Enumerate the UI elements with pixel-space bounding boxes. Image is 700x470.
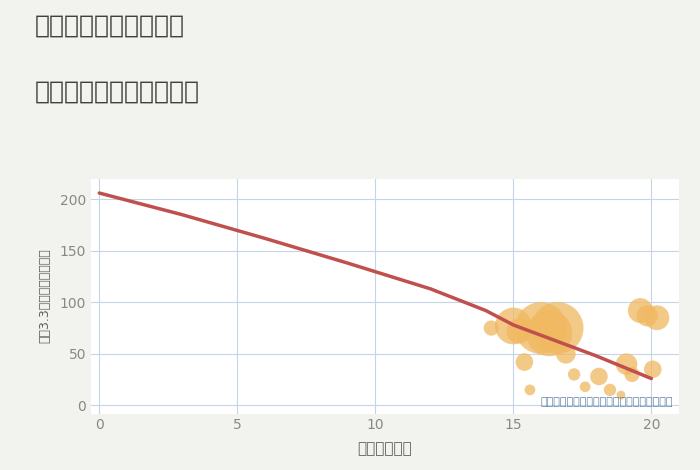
Point (651, 314, 662, 321)
Point (524, 386, 536, 394)
Point (621, 360, 632, 368)
Text: 円の大きさは、取引のあった物件面積を示す: 円の大きさは、取引のあった物件面積を示す (540, 397, 673, 407)
X-axis label: 駅距離（分）: 駅距離（分） (358, 441, 412, 456)
Point (615, 392, 626, 399)
Point (648, 366, 659, 373)
Point (486, 324, 497, 332)
Point (513, 328, 524, 335)
Point (642, 312, 653, 320)
Point (544, 329, 555, 337)
Point (594, 373, 605, 380)
Point (560, 350, 571, 358)
Point (508, 322, 519, 330)
Point (536, 324, 547, 332)
Point (519, 358, 530, 366)
Point (604, 386, 615, 394)
Text: 奈良県奈良市六条西の: 奈良県奈良市六条西の (35, 14, 185, 38)
Point (626, 371, 638, 378)
Point (552, 324, 563, 332)
Point (580, 383, 591, 391)
Point (635, 307, 646, 314)
Text: 駅距離別中古戸建て価格: 駅距離別中古戸建て価格 (35, 80, 200, 104)
Point (568, 371, 580, 378)
Y-axis label: 坪（3.3㎡）単価（万円）: 坪（3.3㎡）単価（万円） (38, 249, 51, 344)
